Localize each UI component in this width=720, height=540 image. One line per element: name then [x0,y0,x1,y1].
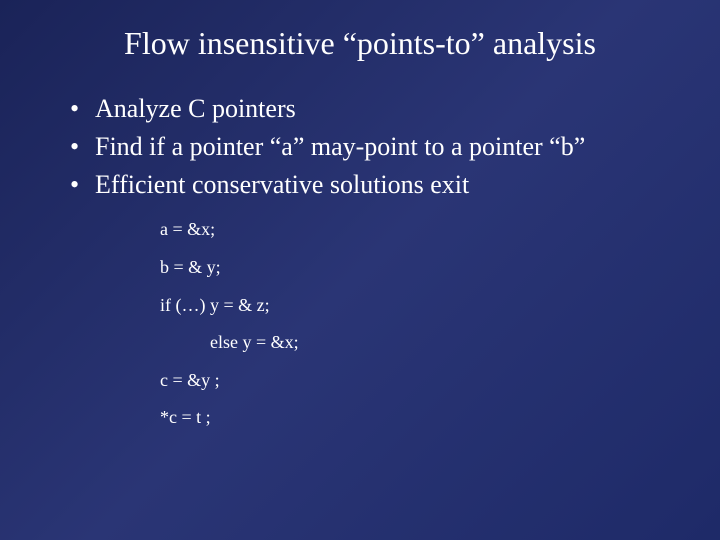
bullet-item: Efficient conservative solutions exit [70,168,680,202]
code-block: a = &x; b = & y; if (…) y = & z; else y … [40,219,680,429]
slide-container: Flow insensitive “points-to” analysis An… [0,0,720,465]
bullet-item: Analyze C pointers [70,92,680,126]
code-line: else y = &x; [160,332,680,354]
bullet-list: Analyze C pointers Find if a pointer “a”… [40,92,680,201]
code-line: b = & y; [160,257,680,279]
slide-title: Flow insensitive “points-to” analysis [40,25,680,62]
code-line: c = &y ; [160,370,680,392]
bullet-item: Find if a pointer “a” may-point to a poi… [70,130,680,164]
code-line: a = &x; [160,219,680,241]
code-line: *c = t ; [160,407,680,429]
code-line: if (…) y = & z; [160,295,680,317]
